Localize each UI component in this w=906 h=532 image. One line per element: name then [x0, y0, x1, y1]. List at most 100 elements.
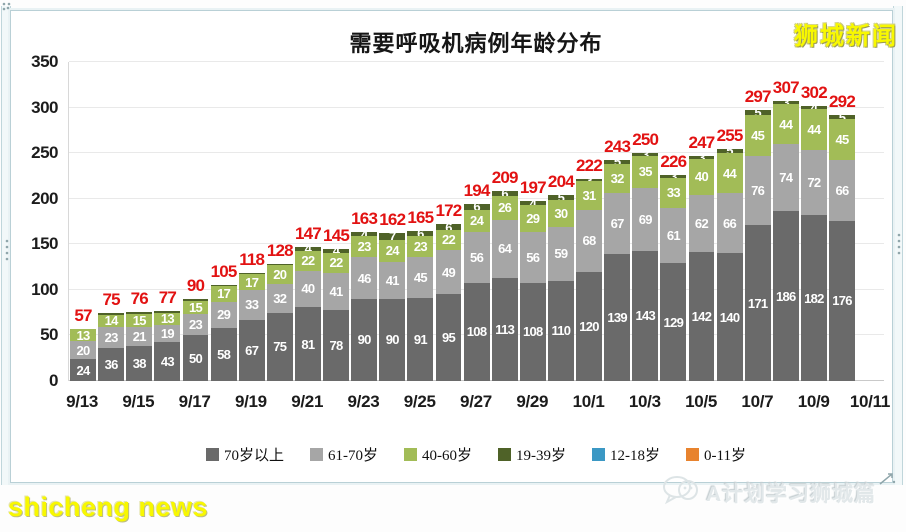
- bar-segment: 45: [407, 257, 434, 299]
- bar-segment: 13: [154, 312, 181, 325]
- bar-segment: 5: [604, 156, 631, 168]
- bar-segment: 5: [829, 111, 855, 123]
- bar-segment: 5: [744, 107, 771, 119]
- bar-segment: 4: [351, 228, 378, 240]
- bar-segment: 21: [126, 327, 153, 347]
- chart-title: 需要呼吸机病例年龄分布: [349, 31, 603, 56]
- legend-label: 70岁以上: [224, 448, 285, 464]
- x-tick-label: 10/7: [741, 392, 774, 411]
- bar-segment: 171: [744, 225, 771, 381]
- bar-slot: 67 33 17 118: [238, 62, 266, 381]
- stacked-bar: 58 29 17: [210, 285, 237, 381]
- bar-segment: 64: [491, 219, 518, 279]
- stacked-bar: 78 41 22 4: [323, 245, 349, 381]
- plot-area: 24 20 13 57 36 23 14 75 38 21 15 76 43 19 13 77 50 23 15 90…: [68, 61, 884, 381]
- bar-segment: [238, 273, 265, 275]
- bar-segment: 62: [688, 195, 715, 252]
- bar-slot: 58 29 17 105: [210, 62, 238, 381]
- bar-segment: 4: [800, 102, 827, 114]
- stacked-bar: 43 19 13: [154, 310, 181, 381]
- bar-segment: 66: [716, 193, 743, 254]
- bar-total-label: 255: [716, 125, 744, 145]
- stacked-bar: 24 20 13: [70, 329, 96, 381]
- drag-handle-right-icon[interactable]: [895, 232, 903, 258]
- bar-segment: 3: [688, 151, 715, 163]
- bar-segment: 26: [491, 196, 518, 220]
- bar-segment: 186: [772, 211, 799, 381]
- stacked-bar: 38 21 15: [126, 311, 153, 381]
- legend-swatch: [404, 448, 418, 461]
- stacked-bar: 143 69 35 3: [632, 149, 659, 381]
- bar-total-label: 297: [744, 87, 772, 107]
- x-tick-label: 10/11: [849, 392, 890, 411]
- stacked-bar: 81 40 22 4: [295, 243, 321, 381]
- bar-segment: 45: [829, 119, 855, 161]
- bar-segment: 69: [632, 187, 659, 251]
- bar-segment: 67: [604, 193, 631, 255]
- bar-segment: 41: [379, 261, 406, 299]
- bar-slot: 113 64 26 6 209: [491, 62, 519, 381]
- x-tick-label: 9/23: [347, 392, 380, 411]
- bar-total-label: 163: [351, 209, 378, 229]
- watermark-bottom-left: shicheng news: [8, 492, 209, 522]
- bar-segment: 15: [182, 300, 209, 315]
- legend-item: 19-39岁: [498, 444, 566, 465]
- bar-total-label: 307: [772, 78, 800, 98]
- stacked-bar: 139 67 32 5: [604, 156, 631, 381]
- bar-segment: 143: [632, 250, 659, 381]
- bar-slot: 78 41 22 4 145: [322, 62, 350, 381]
- bar-segment: 24: [379, 239, 406, 262]
- bar-slot: 75 32 20 128: [266, 62, 294, 381]
- resize-handle-top-left-icon[interactable]: [2, 2, 14, 14]
- stacked-bar: 67 33 17: [238, 273, 265, 381]
- frame-rail-right: [893, 6, 903, 485]
- bar-total-label: 247: [688, 132, 715, 152]
- bar-slot: 139 67 32 5 243: [603, 62, 631, 381]
- stacked-bar: 176 66 45 5: [829, 111, 855, 381]
- bar-segment: 3: [772, 97, 799, 108]
- bar-slot: 91 45 23 6 165: [406, 62, 434, 381]
- bar-segment: 3: [660, 171, 687, 182]
- bar-segment: 66: [829, 160, 855, 221]
- bar-segment: 108: [463, 282, 490, 381]
- bar-segment: 14: [98, 314, 125, 328]
- bar-segment: 40: [295, 270, 321, 308]
- drag-handle-left-icon[interactable]: [3, 238, 11, 264]
- y-tick-label: 0: [49, 371, 58, 390]
- legend-swatch: [592, 448, 606, 461]
- bar-slot: 186 74 44 3 307: [772, 62, 800, 381]
- bar-slot: 142 62 40 3 247: [687, 62, 715, 381]
- bar-segment: 113: [491, 278, 518, 381]
- bar-segment: 20: [266, 265, 293, 284]
- stacked-bar: 75 32 20: [266, 264, 293, 381]
- y-tick-label: 250: [31, 143, 58, 163]
- bar-segment: 44: [772, 103, 799, 145]
- resize-handle-bottom-right-icon[interactable]: [878, 470, 898, 488]
- bar-segment: 41: [323, 272, 349, 310]
- bar-segment: [154, 310, 181, 313]
- bar-segment: 17: [210, 286, 237, 302]
- bar-segment: 6: [435, 220, 462, 234]
- bar-segment: [98, 312, 125, 315]
- bar-segment: 142: [688, 251, 715, 381]
- bar-segment: 91: [407, 298, 434, 381]
- watermark-bottom-right: A计划学习狮城篇: [706, 483, 877, 506]
- legend-label: 0-11岁: [704, 448, 746, 464]
- stacked-bar: 171 76 45 5: [744, 107, 771, 381]
- x-tick-label: 9/17: [178, 392, 211, 411]
- bar-segment: 32: [266, 283, 293, 313]
- bar-segment: 95: [435, 294, 462, 381]
- bar-segment: 68: [576, 209, 602, 272]
- bar-total-label: 90: [186, 275, 205, 295]
- bar-segment: 22: [295, 250, 321, 271]
- gridline: [69, 152, 884, 154]
- bar-segment: 4: [519, 197, 546, 209]
- bar-segment: 24: [463, 209, 490, 232]
- bar-total-label: 302: [800, 82, 828, 102]
- bar-segment: 76: [744, 155, 771, 226]
- bar-segment: 176: [829, 220, 855, 381]
- bar-slot: 38 21 15 76: [125, 62, 153, 381]
- bar-segment: 6: [491, 186, 518, 200]
- stacked-bar: 140 66 44 5: [716, 145, 743, 381]
